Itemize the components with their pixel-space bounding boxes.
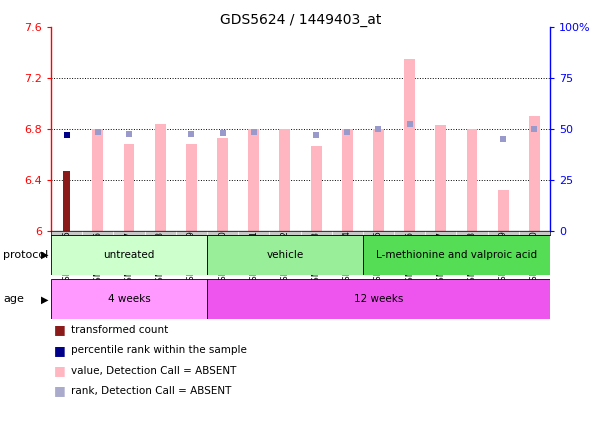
Text: GSM1520972: GSM1520972 bbox=[281, 231, 290, 286]
Bar bbox=[435, 125, 447, 231]
Text: transformed count: transformed count bbox=[71, 325, 168, 335]
Bar bbox=[154, 124, 166, 231]
Text: GSM1520968: GSM1520968 bbox=[156, 231, 165, 287]
Bar bbox=[529, 116, 540, 231]
Text: 12 weeks: 12 weeks bbox=[354, 294, 403, 304]
Text: percentile rank within the sample: percentile rank within the sample bbox=[71, 345, 247, 355]
Text: vehicle: vehicle bbox=[266, 250, 304, 260]
Bar bbox=[498, 190, 508, 231]
Bar bbox=[207, 235, 363, 275]
Text: protocol: protocol bbox=[3, 250, 48, 260]
Bar bbox=[279, 129, 290, 231]
Text: ■: ■ bbox=[54, 385, 66, 397]
Text: ■: ■ bbox=[54, 364, 66, 377]
Text: GSM1520979: GSM1520979 bbox=[499, 231, 508, 286]
Text: ▶: ▶ bbox=[41, 250, 48, 260]
Bar bbox=[93, 129, 103, 231]
Bar bbox=[373, 129, 384, 231]
Text: ■: ■ bbox=[54, 324, 66, 336]
Text: GSM1520977: GSM1520977 bbox=[436, 231, 445, 287]
Bar bbox=[248, 129, 259, 231]
Text: GSM1520975: GSM1520975 bbox=[374, 231, 383, 286]
Bar bbox=[466, 129, 477, 231]
Text: GSM1520965: GSM1520965 bbox=[62, 231, 71, 286]
Text: GSM1520967: GSM1520967 bbox=[124, 231, 133, 287]
Bar bbox=[63, 171, 70, 231]
Text: GSM1520969: GSM1520969 bbox=[187, 231, 196, 286]
Bar bbox=[51, 279, 207, 319]
Text: ▶: ▶ bbox=[41, 294, 48, 304]
Text: GSM1520973: GSM1520973 bbox=[311, 231, 320, 287]
Text: GSM1520971: GSM1520971 bbox=[249, 231, 258, 286]
Text: value, Detection Call = ABSENT: value, Detection Call = ABSENT bbox=[71, 365, 236, 376]
Text: GSM1520980: GSM1520980 bbox=[530, 231, 539, 286]
Bar bbox=[217, 138, 228, 231]
Text: L-methionine and valproic acid: L-methionine and valproic acid bbox=[376, 250, 537, 260]
Text: rank, Detection Call = ABSENT: rank, Detection Call = ABSENT bbox=[71, 386, 231, 396]
Bar bbox=[51, 235, 207, 275]
Text: GDS5624 / 1449403_at: GDS5624 / 1449403_at bbox=[220, 13, 381, 27]
Bar bbox=[311, 146, 322, 231]
Text: ■: ■ bbox=[54, 344, 66, 357]
Text: 4 weeks: 4 weeks bbox=[108, 294, 150, 304]
Text: GSM1520970: GSM1520970 bbox=[218, 231, 227, 286]
Text: age: age bbox=[3, 294, 24, 304]
Text: GSM1520974: GSM1520974 bbox=[343, 231, 352, 286]
Text: untreated: untreated bbox=[103, 250, 154, 260]
Bar bbox=[124, 144, 135, 231]
Bar bbox=[186, 144, 197, 231]
Text: GSM1520978: GSM1520978 bbox=[468, 231, 477, 287]
Bar bbox=[363, 235, 550, 275]
Text: GSM1520976: GSM1520976 bbox=[405, 231, 414, 287]
Bar bbox=[342, 129, 353, 231]
Bar bbox=[207, 279, 550, 319]
Bar bbox=[404, 59, 415, 231]
Text: GSM1520966: GSM1520966 bbox=[93, 231, 102, 287]
